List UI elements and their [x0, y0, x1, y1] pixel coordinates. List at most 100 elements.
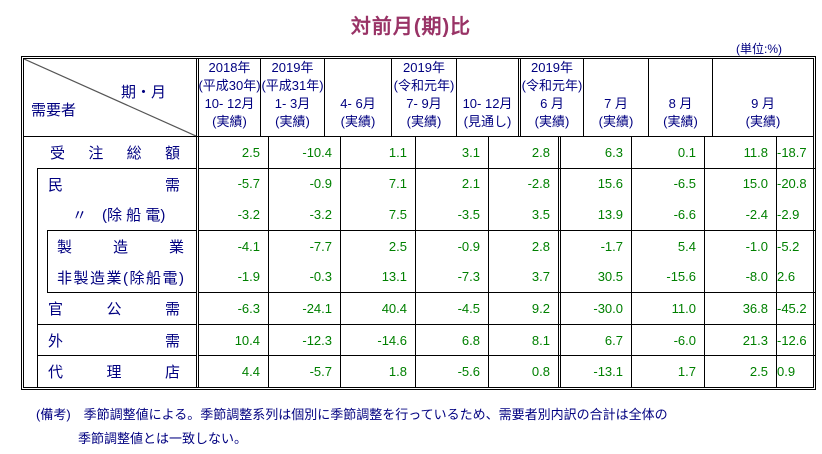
value-cell: -1.9: [237, 269, 260, 285]
value-cell: 4.4: [241, 364, 260, 380]
corner-diagonal-line: [24, 59, 196, 136]
value-cell: 30.5: [558, 261, 631, 293]
row-label-column: 受注総額 民需 〃 (除 船 電) 製造業 非製造業(除船電) 官公需 外需 代…: [24, 137, 199, 387]
value-cell: -10.4: [268, 137, 340, 168]
value-cell: 8.1: [488, 324, 558, 356]
value-cell: 6.7: [558, 324, 631, 356]
value-cell: -5.6: [415, 356, 488, 387]
row-label-total-orders: 受注総額: [50, 145, 180, 163]
value-cell: -13.1: [558, 356, 631, 387]
value-cell: 2.8: [488, 230, 558, 262]
row-label-private-demand: 民需: [48, 176, 180, 194]
table-body: 受注総額 民需 〃 (除 船 電) 製造業 非製造業(除船電) 官公需 外需 代…: [24, 137, 815, 387]
table-row-manufacturing: -4.1 -7.7 2.5 -0.9 2.8 -1.7 5.4 -1.0 -5.2: [199, 229, 815, 262]
value-cell: -4.5: [415, 293, 488, 324]
value-cell: -1.0: [704, 230, 776, 262]
value-cell: -6.5: [631, 168, 704, 200]
value-cell: -0.9: [268, 168, 340, 200]
value-cell: 11.0: [631, 293, 704, 324]
row-label-private-excl-ships-elec: 〃 (除 船 電): [72, 207, 166, 225]
value-cell: 1.7: [631, 356, 704, 387]
value-cell: 3.1: [415, 137, 488, 168]
value-cell: 0.1: [631, 137, 704, 168]
value-cell: -2.9: [776, 199, 807, 230]
value-cell: 0.9: [776, 356, 803, 387]
value-cell: -6.3: [237, 300, 260, 316]
column-header-10-12-outlook: 10- 12月 (見通し): [456, 59, 518, 136]
value-cell: -45.2: [776, 293, 815, 324]
table-row-private-demand: -5.7 -0.9 7.1 2.1 -2.8 15.6 -6.5 15.0 -20.8: [199, 167, 815, 200]
column-header-june: 2019年 (令和元年) 6 月 (実績): [518, 59, 583, 136]
value-cell: 2.8: [488, 137, 558, 168]
value-cell: 21.3: [704, 324, 776, 356]
table-header-row: 期・月 需要者 2018年 (平成30年) 10- 12月 (実績) 2019年 (平成…: [24, 59, 813, 137]
value-cell: -3.2: [268, 199, 340, 230]
row-label-manufacturing: 製造業: [57, 239, 184, 256]
column-header-7-9: 2019年 (令和元年) 7- 9月 (実績): [391, 59, 456, 136]
value-cell: 2.5: [704, 356, 776, 387]
value-cell: -1.7: [558, 230, 631, 262]
value-cell: 40.4: [340, 293, 415, 324]
value-cell: -5.7: [268, 356, 340, 387]
value-cell: -6.6: [631, 199, 704, 230]
value-cell: -14.6: [340, 324, 415, 356]
table-row-total-orders: 2.5 -10.4 1.1 3.1 2.8 6.3 0.1 11.8 -18.7: [199, 137, 815, 168]
footnote-line2: 季節調整値とは一致しない。: [78, 431, 248, 446]
value-cell: 3.5: [488, 199, 558, 230]
value-cell: 7.1: [340, 168, 415, 200]
column-header-4-6: 4- 6月 (実績): [324, 59, 391, 136]
value-cell: -2.8: [488, 168, 558, 200]
group-box-manufacturing: 製造業 非製造業(除船電): [47, 230, 196, 294]
column-header-july: 7 月 (実績): [583, 59, 648, 136]
value-cell: -5.2: [776, 230, 807, 262]
value-cell: -6.0: [631, 324, 704, 356]
footnote-line1: (備考) 季節調整値による。季節調整系列は個別に季節調整を行っているため、需要者…: [36, 407, 668, 422]
value-cell: 0.8: [488, 356, 558, 387]
table-row-private-excl-ships-elec: -3.2 -3.2 7.5 -3.5 3.5 13.9 -6.6 -2.4 -2.9: [199, 199, 815, 230]
column-header-2019-1-3: 2019年 (平成31年) 1- 3月 (実績): [260, 59, 324, 136]
value-cell: 5.4: [631, 230, 704, 262]
group-box-breakdown: 民需 〃 (除 船 電) 製造業 非製造業(除船電) 官公需 外需 代理店: [37, 168, 196, 387]
corner-label-demander: 需要者: [31, 102, 77, 119]
row-label-public-demand: 官公需: [48, 301, 180, 319]
value-cell: 7.5: [340, 199, 415, 230]
value-cell: -12.6: [776, 324, 815, 356]
page-title: 対前月(期)比: [350, 16, 472, 38]
corner-label-period: 期・月: [120, 84, 166, 101]
value-cell: -4.1: [237, 238, 260, 254]
value-cell: 6.3: [558, 137, 631, 168]
value-cell: 3.7: [488, 261, 558, 293]
value-cell: 2.5: [340, 230, 415, 262]
data-table: 期・月 需要者 2018年 (平成30年) 10- 12月 (実績) 2019年 (平成…: [21, 56, 816, 390]
value-cell: -15.6: [631, 261, 704, 293]
value-cell: 10.4: [234, 332, 260, 348]
value-cell: -3.5: [415, 199, 488, 230]
value-cell: -18.7: [776, 137, 815, 168]
value-cell: 2.5: [241, 144, 260, 160]
value-cell: 6.8: [415, 324, 488, 356]
value-cell: -24.1: [268, 293, 340, 324]
value-cell: -2.4: [704, 199, 776, 230]
unit-label: (単位:%): [736, 42, 782, 56]
corner-cell: 期・月 需要者: [24, 59, 199, 136]
value-grid: 2.5 -10.4 1.1 3.1 2.8 6.3 0.1 11.8 -18.7 -5.7 -0.…: [199, 137, 815, 387]
row-label-agencies: 代理店: [38, 355, 196, 387]
table-row-non-manufacturing: -1.9 -0.3 13.1 -7.3 3.7 30.5 -15.6 -8.0 2.6: [199, 261, 815, 293]
row-label-non-manufacturing: 非製造業(除船電): [57, 269, 184, 287]
value-cell: 11.8: [704, 137, 776, 168]
value-cell: -7.7: [268, 230, 340, 262]
value-cell: 2.1: [415, 168, 488, 200]
column-header-september: 9 月 (実績): [712, 59, 813, 136]
table-row-foreign-demand: 10.4 -12.3 -14.6 6.8 8.1 6.7 -6.0 21.3 -12.6: [199, 323, 815, 356]
value-cell: -3.2: [237, 207, 260, 223]
value-cell: -7.3: [415, 261, 488, 293]
table-row-agencies: 4.4 -5.7 1.8 -5.6 0.8 -13.1 1.7 2.5 0.9: [199, 355, 815, 387]
value-cell: -0.3: [268, 261, 340, 293]
table-row-public-demand: -6.3 -24.1 40.4 -4.5 9.2 -30.0 11.0 36.8 -45.2: [199, 292, 815, 324]
value-cell: 1.8: [340, 356, 415, 387]
value-cell: 9.2: [488, 293, 558, 324]
value-cell: -20.8: [776, 168, 815, 200]
value-cell: -8.0: [704, 261, 776, 293]
value-cell: 1.1: [340, 137, 415, 168]
